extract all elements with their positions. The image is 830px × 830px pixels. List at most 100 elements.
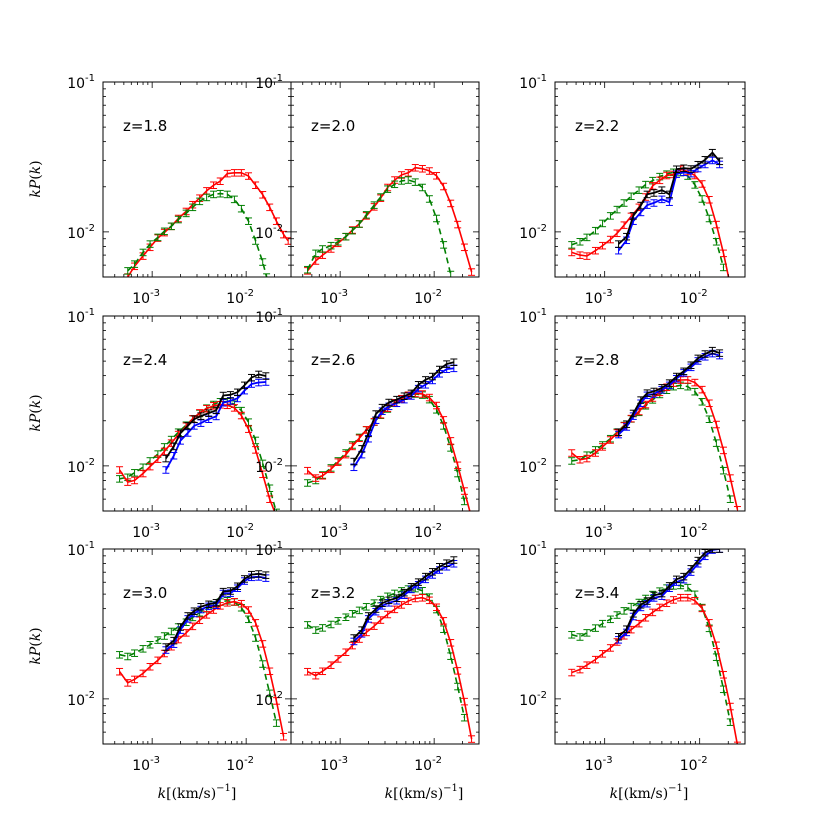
data-point [454, 461, 462, 470]
tick-exp: -3 [150, 522, 160, 533]
data-point [712, 238, 720, 246]
data-point [146, 640, 154, 649]
series-green [304, 176, 455, 277]
data-point [272, 719, 280, 727]
data-point [124, 478, 132, 486]
x-tick-label: 10-2 [414, 755, 442, 774]
data-point [162, 466, 170, 474]
y-tick-label: 10-2 [255, 690, 283, 709]
tick-exp: -2 [432, 522, 442, 533]
data-point [154, 656, 162, 665]
tick-base: 10 [226, 525, 244, 541]
unit-exp: −1 [668, 783, 683, 794]
series-red [304, 164, 476, 276]
data-point [146, 240, 154, 248]
y-tick-label: 10-1 [67, 73, 95, 92]
data-point [234, 582, 242, 591]
data-point [583, 661, 591, 669]
plot-area [116, 570, 288, 741]
tick-base: 10 [519, 543, 537, 559]
data-point [259, 470, 267, 479]
data-point [447, 437, 455, 445]
data-point [364, 429, 372, 438]
y-tick-label: 10-1 [255, 307, 283, 326]
data-point [230, 404, 238, 412]
unit-close: ] [683, 786, 688, 802]
data-point [576, 665, 584, 674]
data-point [705, 619, 713, 627]
data-point [384, 185, 392, 193]
k-symbol: kP [28, 179, 44, 197]
k-symbol: k [385, 786, 393, 802]
series-green [124, 189, 271, 277]
data-point [698, 180, 706, 188]
plot-area [116, 370, 280, 511]
data-point [418, 165, 426, 173]
data-point [694, 556, 702, 565]
data-point [568, 248, 576, 257]
data-point [663, 171, 671, 180]
data-point [677, 593, 685, 602]
data-point [712, 420, 720, 429]
data-point [428, 372, 436, 381]
data-point [460, 243, 468, 252]
data-point [672, 165, 680, 174]
tick-exp: -1 [537, 73, 547, 84]
tick-base: 10 [132, 291, 150, 307]
data-point [259, 660, 267, 668]
data-point [716, 157, 724, 166]
y-tick-label: 10-1 [519, 307, 547, 326]
y-tick-label: 10-1 [255, 73, 283, 92]
tick-exp: -2 [85, 223, 95, 234]
data-point [348, 442, 356, 451]
tick-exp: -3 [150, 288, 160, 299]
data-point [599, 219, 607, 228]
data-point [687, 361, 695, 369]
tick-base: 10 [585, 758, 603, 774]
tick-base: 10 [519, 460, 537, 476]
x-tick-label: 10-3 [585, 288, 613, 307]
data-point [650, 189, 658, 197]
data-point [245, 217, 253, 225]
x-tick-label: 10-2 [414, 288, 442, 307]
k-symbol: kP [28, 413, 44, 431]
data-point [454, 220, 462, 229]
data-point [629, 610, 637, 618]
data-point [583, 233, 591, 242]
x-tick-label: 10-2 [680, 522, 708, 541]
data-point [568, 668, 576, 677]
data-point [468, 735, 476, 743]
data-point [433, 401, 441, 410]
x-tick-label: 10-3 [132, 288, 160, 307]
data-point [433, 603, 441, 612]
data-point [350, 634, 358, 642]
data-point [450, 556, 458, 564]
paren-close: ) [28, 160, 44, 165]
data-point [460, 697, 468, 706]
y-tick-label: 10-1 [67, 307, 95, 326]
unit-exp: −1 [216, 783, 231, 794]
data-point [393, 594, 401, 602]
data-point [219, 587, 227, 596]
data-point [342, 648, 350, 656]
tick-exp: -3 [150, 755, 160, 766]
data-point [378, 599, 386, 608]
tick-exp: -2 [698, 755, 708, 766]
x-axis-label: k[(km/s)−1] [158, 783, 237, 802]
tick-base: 10 [67, 76, 85, 92]
data-point [212, 599, 220, 607]
panel-2: 10-3 10-210-210-1z=2.0 [255, 73, 480, 307]
data-point [348, 641, 356, 650]
data-point [203, 611, 211, 619]
ticks [554, 315, 746, 512]
data-point [708, 156, 716, 165]
y-tick-label: 10-1 [519, 73, 547, 92]
y-tick-label: 10-2 [67, 690, 95, 709]
data-point [599, 241, 607, 250]
data-point [131, 675, 139, 684]
data-point [418, 390, 426, 398]
data-point [234, 388, 242, 397]
data-point [629, 409, 637, 418]
unit-exp: −1 [443, 783, 458, 794]
data-point [669, 596, 677, 604]
